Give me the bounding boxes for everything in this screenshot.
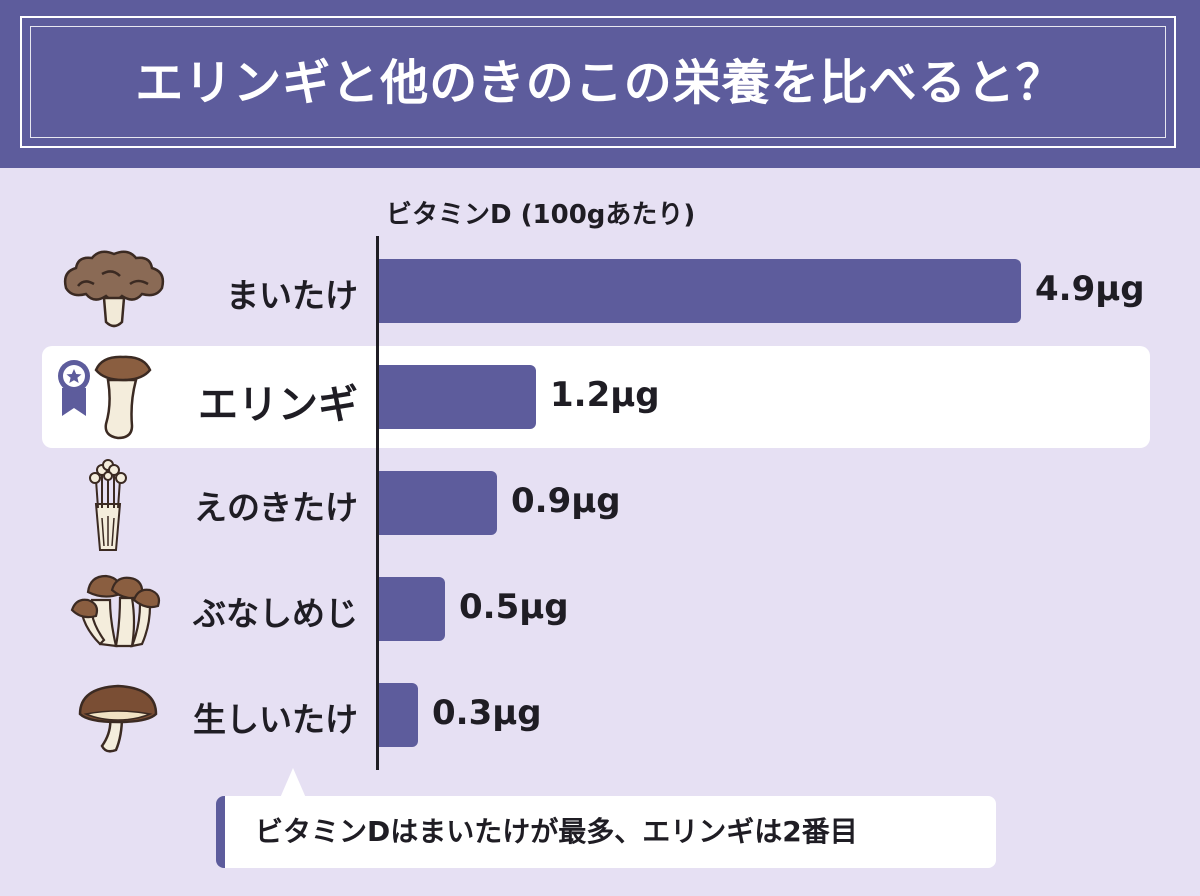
category-label: エリンギ (198, 382, 358, 428)
category-label: まいたけ (226, 276, 358, 315)
header-frame-inner (30, 26, 1166, 138)
bar (379, 577, 445, 641)
callout-box: ビタミンDはまいたけが最多、エリンギは2番目 (216, 796, 996, 868)
bar (379, 365, 536, 429)
callout-tail (280, 768, 306, 798)
highlight-row (42, 346, 1150, 448)
y-axis-line (376, 236, 379, 770)
data-label: 4.9μg (1035, 269, 1145, 309)
enoki-mushroom-icon (89, 459, 127, 551)
header-frame-outer (20, 16, 1176, 148)
data-label: 0.9μg (511, 481, 621, 521)
category-label: 生しいたけ (193, 700, 358, 739)
data-label: 0.3μg (432, 693, 542, 733)
shiitake-mushroom-icon (78, 684, 158, 753)
page-title: エリンギと他のきのこの栄養を比べると？ (135, 55, 1065, 111)
category-label: えのきたけ (193, 488, 358, 527)
chart-axis-title: ビタミンD (100gあたり) (386, 200, 696, 230)
shimeji-mushroom-icon (70, 574, 161, 648)
data-label: 1.2μg (550, 375, 660, 415)
bar (379, 259, 1021, 323)
category-label: ぶなしめじ (193, 594, 358, 633)
eringi-mushroom-icon (94, 355, 152, 440)
header-banner: エリンギと他のきのこの栄養を比べると？ (0, 0, 1200, 168)
callout-text: ビタミンDはまいたけが最多、エリンギは2番目 (255, 815, 858, 848)
data-label: 0.5μg (459, 587, 569, 627)
maitake-mushroom-icon (63, 250, 165, 328)
award-ribbon-icon (58, 360, 90, 416)
bar (379, 683, 418, 747)
bar (379, 471, 497, 535)
